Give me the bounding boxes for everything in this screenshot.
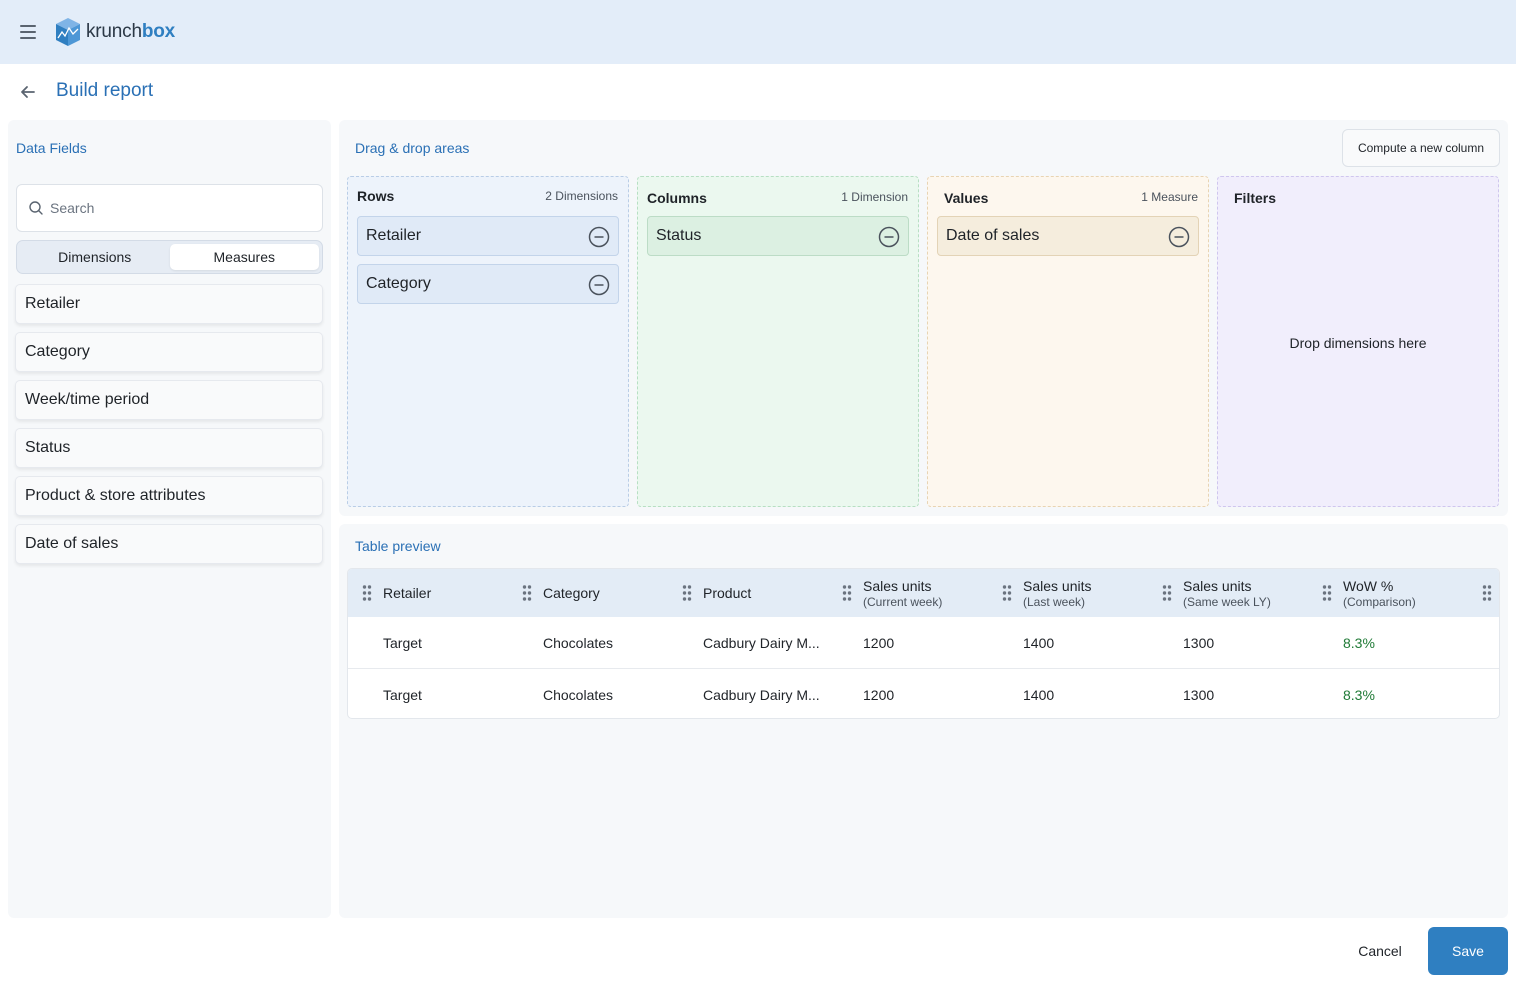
table-cell: 1400 <box>1023 635 1055 651</box>
search-input[interactable]: Search <box>16 184 323 232</box>
data-fields-label: Data Fields <box>16 140 87 156</box>
table-cell: 1200 <box>863 635 895 651</box>
data-fields-panel: Data Fields Search Dimensions Measures R… <box>8 120 331 918</box>
column-header-title: WoW % <box>1343 577 1394 594</box>
rows-chip-retailer[interactable]: Retailer <box>357 216 619 256</box>
drag-handle-icon[interactable] <box>1482 584 1492 602</box>
table-cell: Target <box>383 635 422 651</box>
field-item-retailer[interactable]: Retailer <box>15 284 323 324</box>
logo-prefix: krunch <box>86 21 142 42</box>
column-header-title: Category <box>543 585 600 601</box>
app-logo[interactable]: krunchbox <box>54 16 175 48</box>
page-title: Build report <box>56 80 154 101</box>
drag-drop-panel: Drag & drop areas Compute a new column R… <box>339 120 1508 516</box>
field-item-category[interactable]: Category <box>15 332 323 372</box>
table-cell: 1400 <box>1023 686 1055 703</box>
drag-handle-icon[interactable] <box>362 584 372 602</box>
search-icon <box>29 201 43 215</box>
field-item-date-of-sales[interactable]: Date of sales <box>15 524 323 564</box>
column-header-title: Sales units <box>1183 577 1252 594</box>
table-cell: Chocolates <box>543 635 614 651</box>
filters-drop-zone[interactable]: Filters Drop dimensions here <box>1217 176 1499 507</box>
table-cell: 1200 <box>863 686 895 703</box>
columns-title: Columns <box>647 190 707 206</box>
column-header-title: Sales units <box>1023 577 1092 594</box>
table-header: Retailer Category Product Sales units (Cu… <box>348 569 1499 617</box>
values-drop-zone[interactable]: Values 1 Measure Date of sales <box>927 176 1209 507</box>
column-header-category[interactable]: Category <box>543 569 600 617</box>
column-header-subtitle: (Last week) <box>1023 594 1086 609</box>
column-header-product[interactable]: Product <box>703 569 751 617</box>
column-header-subtitle: (Comparison) <box>1343 594 1416 609</box>
chip-label: Retailer <box>366 227 422 244</box>
krunchbox-logo-icon <box>56 18 80 46</box>
table-row: Target Chocolates Cadbury Dairy M... 120… <box>348 617 1499 669</box>
field-item-status[interactable]: Status <box>15 428 323 468</box>
table-preview-label: Table preview <box>355 538 441 554</box>
table-cell-wow: 8.3% <box>1343 686 1375 703</box>
drag-handle-icon[interactable] <box>1002 584 1012 602</box>
column-header-title: Retailer <box>383 585 432 601</box>
values-count: 1 Measure <box>1141 190 1198 204</box>
drag-drop-label: Drag & drop areas <box>355 140 470 156</box>
table-cell-wow: 8.3% <box>1343 635 1375 651</box>
chip-label: Category <box>366 275 431 292</box>
cancel-button[interactable]: Cancel <box>1358 943 1402 959</box>
save-button[interactable]: Save <box>1428 927 1508 975</box>
column-header-wow-percent[interactable]: WoW % (Comparison) <box>1343 569 1416 617</box>
drag-handle-icon[interactable] <box>1162 584 1172 602</box>
column-header-sales-same-week-ly[interactable]: Sales units (Same week LY) <box>1183 569 1271 617</box>
column-header-sales-last-week[interactable]: Sales units (Last week) <box>1023 569 1091 617</box>
column-header-sales-current-week[interactable]: Sales units (Current week) <box>863 569 942 617</box>
columns-drop-zone[interactable]: Columns 1 Dimension Status <box>637 176 919 507</box>
drag-handle-icon[interactable] <box>842 584 852 602</box>
field-type-toggle: Dimensions Measures <box>16 240 323 274</box>
columns-chip-status[interactable]: Status <box>647 216 909 256</box>
rows-count: 2 Dimensions <box>545 189 618 203</box>
rows-drop-zone[interactable]: Rows 2 Dimensions Retailer Category <box>347 176 629 507</box>
compute-new-column-button[interactable]: Compute a new column <box>1342 129 1500 167</box>
table-cell: Target <box>383 686 422 703</box>
minus-circle-icon[interactable] <box>588 274 610 296</box>
table-cell: 1300 <box>1183 635 1215 651</box>
table-row: Target Chocolates Cadbury Dairy M... 120… <box>348 668 1499 718</box>
column-header-title: Product <box>703 585 752 601</box>
values-chip-date-of-sales[interactable]: Date of sales <box>937 216 1199 256</box>
table-preview-panel: Table preview Retailer Category Product … <box>339 524 1508 918</box>
filters-drop-hint: Drop dimensions here <box>1289 335 1427 351</box>
rows-chip-category[interactable]: Category <box>357 264 619 304</box>
minus-circle-icon[interactable] <box>1168 226 1190 248</box>
table-cell: Cadbury Dairy M... <box>703 635 820 651</box>
preview-table: Retailer Category Product Sales units (Cu… <box>347 568 1500 719</box>
columns-count: 1 Dimension <box>841 190 908 204</box>
table-cell: Chocolates <box>543 686 614 703</box>
app-logo-text: krunchbox <box>86 21 175 43</box>
column-header-retailer[interactable]: Retailer <box>383 569 431 617</box>
column-header-title: Sales units <box>863 577 932 594</box>
column-header-subtitle: (Same week LY) <box>1183 594 1271 609</box>
back-arrow-icon[interactable] <box>18 82 38 102</box>
minus-circle-icon[interactable] <box>878 226 900 248</box>
field-item-product-store-attributes[interactable]: Product & store attributes <box>15 476 323 516</box>
chip-label: Date of sales <box>946 227 1040 244</box>
top-bar: krunchbox <box>0 0 1516 64</box>
tab-measures[interactable]: Measures <box>169 244 319 270</box>
menu-icon[interactable] <box>20 25 36 39</box>
drag-handle-icon[interactable] <box>1322 584 1332 602</box>
table-cell: Cadbury Dairy M... <box>703 686 820 703</box>
search-placeholder: Search <box>50 200 95 216</box>
rows-title: Rows <box>357 188 395 204</box>
logo-suffix: box <box>141 21 176 42</box>
table-cell: 1300 <box>1183 686 1215 703</box>
minus-circle-icon[interactable] <box>588 226 610 248</box>
drag-handle-icon[interactable] <box>522 584 532 602</box>
chip-label: Status <box>656 227 702 244</box>
column-header-subtitle: (Current week) <box>863 594 943 609</box>
filters-title: Filters <box>1234 190 1277 206</box>
tab-dimensions[interactable]: Dimensions <box>58 249 132 265</box>
values-title: Values <box>944 190 989 206</box>
field-item-week-time-period[interactable]: Week/time period <box>15 380 323 420</box>
drag-handle-icon[interactable] <box>682 584 692 602</box>
